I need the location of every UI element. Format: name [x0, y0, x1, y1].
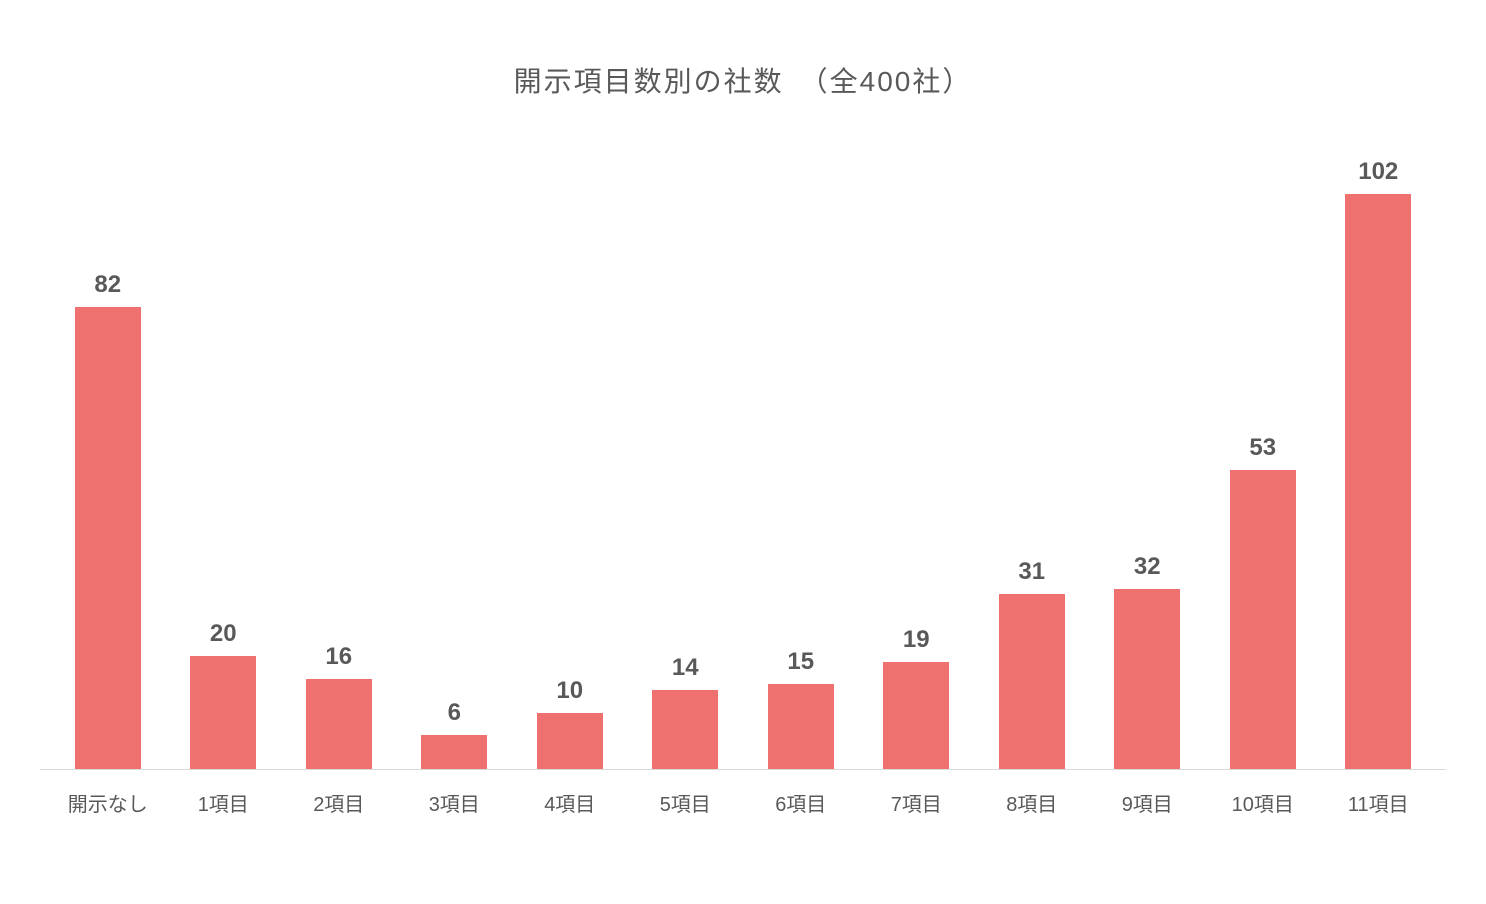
x-axis-label: 2項目 [281, 788, 397, 817]
plot-area: 82 20 16 6 10 14 15 19 31 32 53 102 [40, 150, 1446, 770]
bar-group: 19 [859, 150, 975, 769]
x-axis-label: 5項目 [628, 788, 744, 817]
bar-value-label: 31 [1018, 558, 1045, 586]
bar-value-label: 32 [1134, 553, 1161, 581]
bar [883, 662, 949, 769]
bar [768, 684, 834, 769]
bar-group: 15 [743, 150, 859, 769]
bar-group: 102 [1321, 150, 1437, 769]
chart-container: 開示項目数別の社数 （全400社） 82 20 16 6 10 14 15 19 31 32 53 1… [0, 0, 1486, 904]
bar [999, 594, 1065, 769]
bar-value-label: 82 [94, 271, 121, 299]
x-axis-label: 8項目 [974, 788, 1090, 817]
bar-value-label: 15 [787, 648, 814, 676]
bar [537, 713, 603, 769]
bar [190, 656, 256, 769]
x-axis-label: 1項目 [166, 788, 282, 817]
bar-value-label: 102 [1358, 158, 1398, 186]
bar-value-label: 53 [1249, 434, 1276, 462]
bar-group: 20 [166, 150, 282, 769]
x-axis-label: 3項目 [397, 788, 513, 817]
bar [652, 690, 718, 769]
bar [421, 735, 487, 769]
bar [306, 679, 372, 769]
bar [75, 307, 141, 769]
bar-group: 32 [1090, 150, 1206, 769]
bar [1345, 194, 1411, 769]
bar-value-label: 19 [903, 626, 930, 654]
bar-group: 14 [628, 150, 744, 769]
bar-value-label: 14 [672, 654, 699, 682]
x-axis-label: 開示なし [50, 788, 166, 817]
bar-group: 31 [974, 150, 1090, 769]
x-axis-label: 11項目 [1321, 788, 1437, 817]
bar-value-label: 20 [210, 620, 237, 648]
x-axis-label: 7項目 [859, 788, 975, 817]
bar [1230, 470, 1296, 769]
bars-wrapper: 82 20 16 6 10 14 15 19 31 32 53 102 [40, 150, 1446, 769]
bar-group: 6 [397, 150, 513, 769]
bar-group: 82 [50, 150, 166, 769]
bar-group: 53 [1205, 150, 1321, 769]
x-axis-label: 6項目 [743, 788, 859, 817]
x-axis: 開示なし1項目2項目3項目4項目5項目6項目7項目8項目9項目10項目11項目 [40, 788, 1446, 817]
bar-value-label: 10 [556, 677, 583, 705]
x-axis-label: 4項目 [512, 788, 628, 817]
chart-title: 開示項目数別の社数 （全400社） [40, 60, 1446, 100]
x-axis-label: 10項目 [1205, 788, 1321, 817]
bar [1114, 589, 1180, 769]
bar-value-label: 16 [325, 643, 352, 671]
x-axis-label: 9項目 [1090, 788, 1206, 817]
bar-value-label: 6 [448, 699, 461, 727]
bar-group: 16 [281, 150, 397, 769]
bar-group: 10 [512, 150, 628, 769]
